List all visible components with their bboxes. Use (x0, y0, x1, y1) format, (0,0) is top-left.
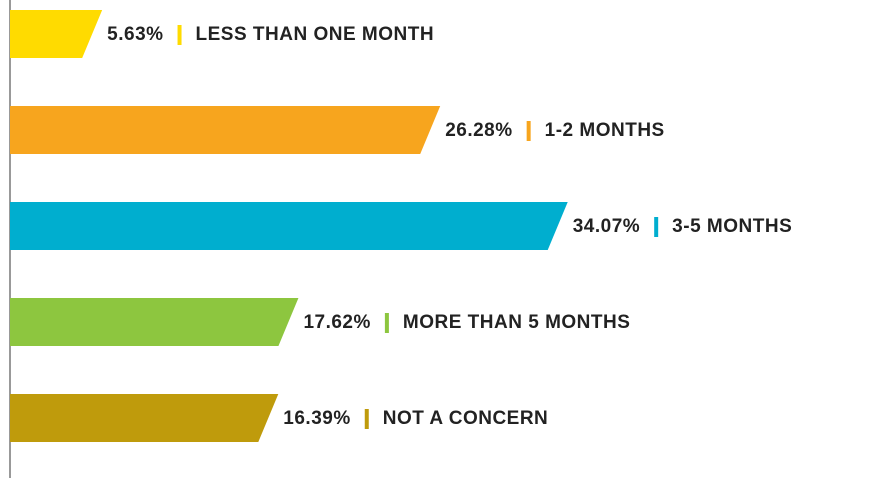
bar (10, 202, 568, 250)
bar (10, 10, 103, 58)
value-label: 5.63% (107, 24, 163, 45)
bar (10, 298, 299, 346)
separator (526, 121, 531, 141)
category-label: LESS THAN ONE MONTH (196, 24, 435, 45)
separator (654, 217, 659, 237)
value-label: 34.07% (573, 216, 640, 237)
value-label: 17.62% (303, 312, 370, 333)
bar (10, 394, 279, 442)
bar (10, 106, 441, 154)
separator (384, 313, 389, 333)
category-label: 3-5 MONTHS (672, 216, 792, 237)
category-label: 1-2 MONTHS (545, 120, 665, 141)
value-label: 16.39% (283, 408, 350, 429)
separator (364, 409, 369, 429)
value-label: 26.28% (445, 120, 512, 141)
separator (177, 25, 182, 45)
category-label: MORE THAN 5 MONTHS (403, 312, 631, 333)
category-label: NOT A CONCERN (383, 408, 549, 429)
